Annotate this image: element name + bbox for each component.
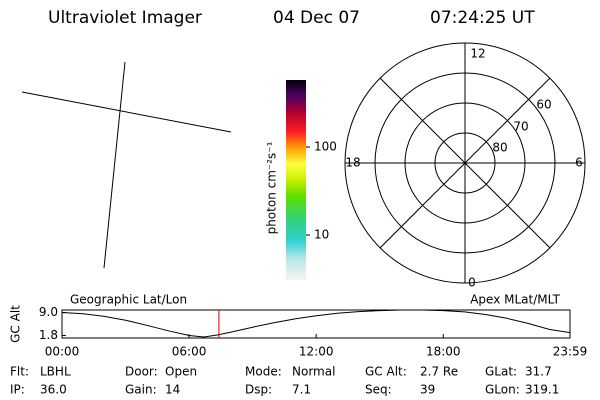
field-value: Normal [292,365,335,379]
field-label: Door: [125,365,158,379]
orbit-right-label: Apex MLat/MLT [470,293,560,307]
field-value: 7.1 [292,383,311,397]
mlt-label: 12 [470,47,485,61]
field-value: 2.7 Re [420,365,458,379]
lat-label: 60 [536,98,551,112]
geo-line [103,61,126,269]
y-tick-label: 9.0 [39,305,58,319]
field-label: Flt: [10,365,29,379]
field-label: Seq: [365,383,392,397]
time: 07:24:25 UT [430,8,535,28]
title: Ultraviolet Imager [48,8,202,28]
lat-label: 70 [513,120,528,134]
x-tick-label: 06:00 [172,345,207,359]
x-tick-label: 12:00 [299,345,334,359]
field-value: Open [165,365,197,379]
field-value: 14 [165,383,180,397]
colorbar-tick-label: 100 [314,140,337,154]
x-tick-label: 00:00 [45,345,80,359]
field-label: IP: [10,383,25,397]
polar-grid [344,42,586,284]
field-label: GLat: [485,365,517,379]
orbit-plot: 9.0 1.8 00:00 06:00 12:00 18:00 23:59 [39,305,587,358]
date: 04 Dec 07 [273,8,360,28]
x-tick-label: 23:59 [553,345,588,359]
mlt-label: 18 [345,156,360,170]
orbit-y-label: GC Alt [9,305,23,343]
field-label: GC Alt: [365,365,407,379]
altitude-line [61,309,571,338]
geo-line [21,91,232,133]
field-value: 36.0 [40,383,67,397]
colorbar-tick-label: 10 [314,228,329,242]
lat-label: 80 [492,141,507,155]
orbit-left-label: Geographic Lat/Lon [70,293,187,307]
x-tick-label: 18:00 [426,345,461,359]
field-value: 31.7 [525,365,552,379]
colorbar-label: photon cm⁻²s⁻¹ [265,141,279,234]
orbit-frame [61,309,571,339]
colorbar [286,80,306,280]
mlt-label: 6 [575,156,583,170]
field-value: 39 [420,383,435,397]
field-label: Gain: [125,383,157,397]
field-label: GLon: [485,383,520,397]
field-label: Dsp: [245,383,272,397]
footer: Flt: LBHL Door: Open Mode: Normal GC Alt: 2.7 R… [10,365,559,397]
field-label: Mode: [245,365,282,379]
y-tick-label: 1.8 [39,328,58,342]
field-value: 319.1 [525,383,559,397]
mlt-label: 0 [468,276,476,290]
field-value: LBHL [40,365,71,379]
